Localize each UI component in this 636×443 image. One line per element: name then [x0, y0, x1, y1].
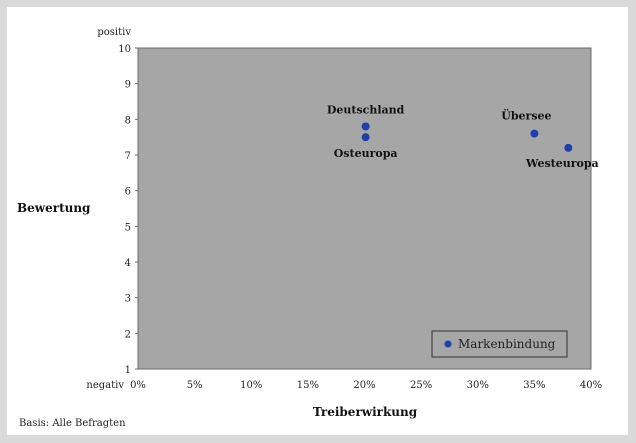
x-tick-label: 10% [240, 380, 262, 391]
x-tick-label: 5% [187, 380, 203, 391]
legend-marker [444, 340, 452, 348]
y-tick-label: 7 [125, 151, 131, 162]
legend: Markenbindung [431, 330, 568, 358]
chart-frame: 1 2 3 4 5 6 7 8 9 10 0% 5% 10% 15% 20% 25% 30% 35% 40% po… [7, 7, 628, 435]
y-tick-label: 6 [125, 187, 131, 198]
y-tick-label: 10 [118, 44, 131, 55]
y-axis-top-label: positiv [97, 27, 131, 38]
y-tick-label: 4 [125, 258, 131, 269]
y-tick-label: 9 [125, 80, 131, 91]
x-tick-label: 30% [467, 380, 489, 391]
data-point-label: Osteuropa [334, 147, 398, 160]
legend-label: Markenbindung [458, 337, 556, 351]
y-axis-title: Bewertung [17, 201, 91, 215]
y-tick-label: 5 [125, 222, 131, 233]
data-point [530, 129, 539, 138]
y-axis-bottom-label: negativ [86, 380, 124, 391]
x-tick-label: 25% [410, 380, 432, 391]
plot-area [137, 47, 592, 370]
x-axis-title: Treiberwirkung [313, 405, 418, 419]
y-tick-label: 8 [125, 115, 131, 126]
x-tick-label: 0% [130, 380, 146, 391]
data-point-label: Übersee [501, 109, 551, 123]
x-tick-labels: 0% 5% 10% 15% 20% 25% 30% 35% 40% [130, 380, 602, 391]
y-tick-label: 1 [125, 365, 131, 376]
data-point [361, 133, 370, 142]
data-point [361, 122, 370, 131]
legend-box [431, 330, 568, 358]
y-tick-label: 2 [125, 329, 131, 340]
footnote: Basis: Alle Befragten [19, 418, 126, 429]
data-points: Deutschland Osteuropa Übersee Westeuropa [327, 103, 599, 169]
x-tick-label: 15% [297, 380, 319, 391]
data-point-label: Deutschland [327, 103, 405, 116]
y-tick-labels: 1 2 3 4 5 6 7 8 9 10 [118, 44, 138, 376]
y-tick-label: 3 [125, 294, 131, 305]
scatter-chart: 1 2 3 4 5 6 7 8 9 10 0% 5% 10% 15% 20% 25% 30% 35% 40% po… [17, 27, 602, 429]
data-point [564, 143, 573, 152]
x-tick-label: 20% [353, 380, 375, 391]
x-tick-label: 40% [580, 380, 602, 391]
x-tick-label: 35% [523, 380, 545, 391]
data-point-label: Westeuropa [525, 157, 599, 170]
